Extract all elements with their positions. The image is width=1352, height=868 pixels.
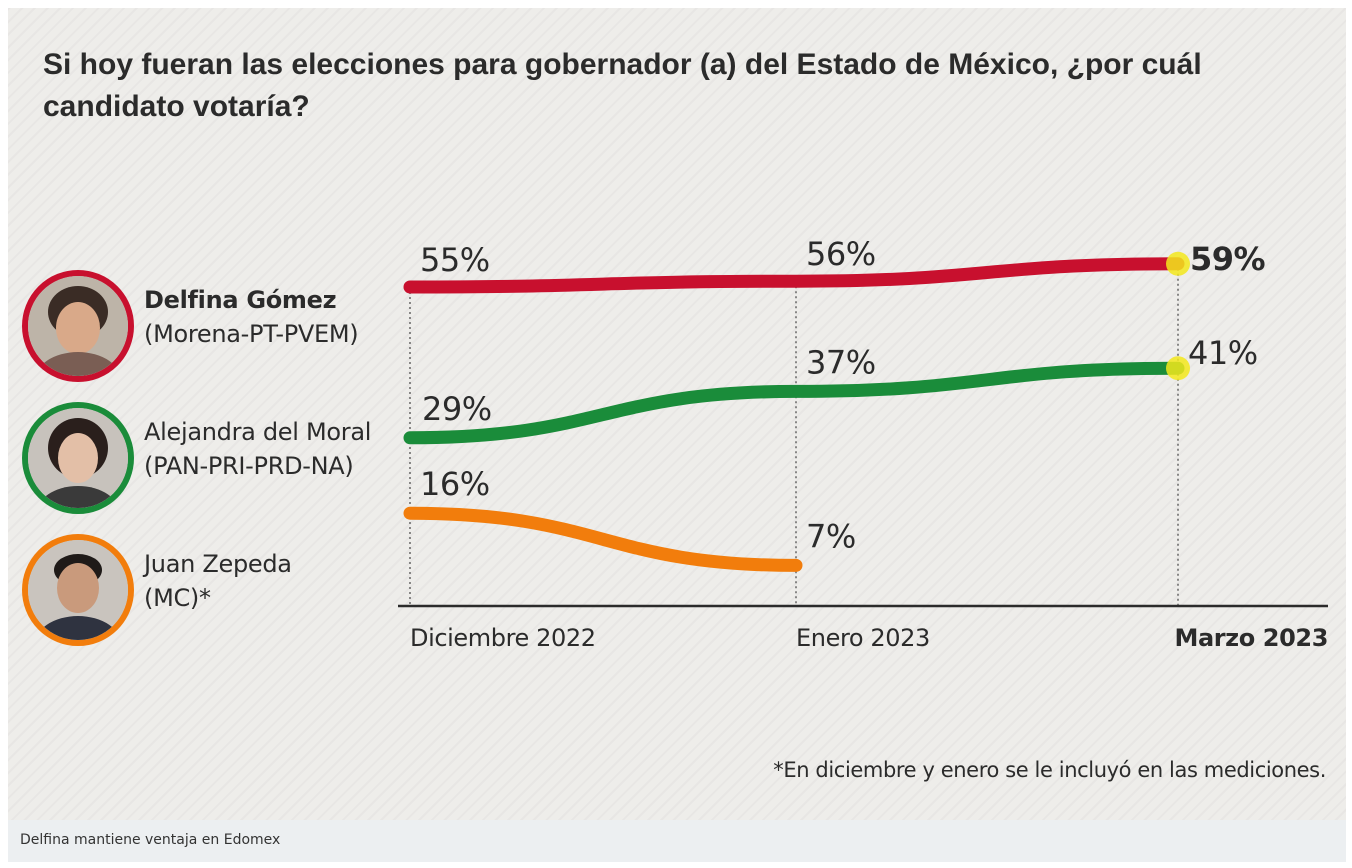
data-label: 16% [420,465,490,503]
candidate-name: Delfina Gómez [144,286,337,314]
candidate-party: (MC)* [144,584,211,612]
chart-title: Si hoy fueran las elecciones para gobern… [43,48,1202,123]
caption: Delfina mantiene ventaja en Edomex [20,832,281,848]
candidate-juan-zepeda: Juan Zepeda (MC)* [22,534,402,654]
data-label: 59% [1190,240,1266,278]
candidate-party: (PAN-PRI-PRD-NA) [144,452,354,480]
chart-figure: Si hoy fueran las elecciones para gobern… [8,8,1346,820]
series-line-2 [403,506,803,572]
line-chart: Diciembre 2022 Enero 2023 Marzo 2023 55% 56%… [398,235,1328,652]
data-label: 41% [1188,334,1258,372]
data-label: 56% [806,235,876,273]
candidate-delfina-gomez: Delfina Gómez (Morena-PT-PVEM) [22,270,402,390]
candidate-name: Alejandra del Moral [144,418,372,446]
candidate-name: Juan Zepeda [144,550,292,578]
x-tick-label: Enero 2023 [796,624,930,652]
candidate-portrait-icon [22,270,134,382]
series-line-1 [403,361,1185,445]
data-label: 29% [422,390,492,428]
candidate-party: (Morena-PT-PVEM) [144,320,359,348]
candidate-alejandra-del-moral: Alejandra del Moral (PAN-PRI-PRD-NA) [22,402,402,522]
data-label: 7% [806,517,856,555]
highlight-point-1 [1166,356,1190,381]
candidate-portrait-icon [22,534,134,646]
series-line-0 [403,257,1185,294]
footnote: *En diciembre y enero se le incluyó en l… [773,758,1326,782]
highlight-point-0 [1166,251,1190,276]
data-label: 55% [420,241,490,279]
candidate-portrait-icon [22,402,134,514]
data-label: 37% [806,343,876,381]
x-tick-label: Marzo 2023 [1174,624,1328,652]
caption-bar: Delfina mantiene ventaja en Edomex [8,820,1346,862]
x-tick-label: Diciembre 2022 [410,624,596,652]
